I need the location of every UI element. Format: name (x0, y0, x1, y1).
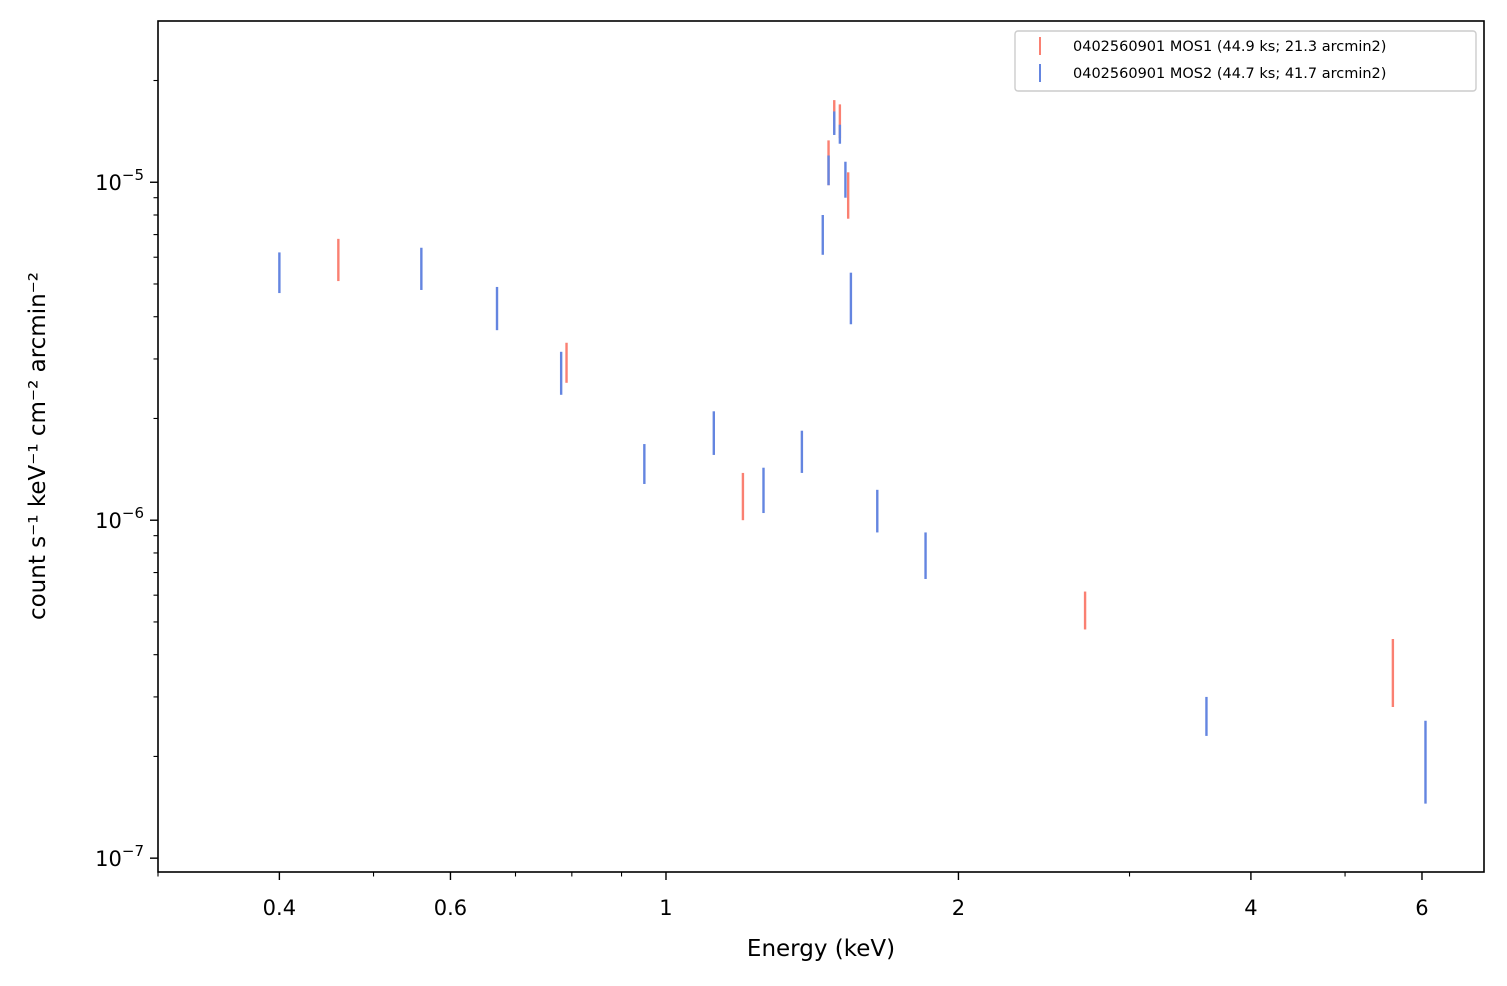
legend-box (1014, 30, 1477, 92)
x-axis-label: Energy (keV) (747, 936, 895, 962)
legend: 0402560901 MOS1 (44.9 ks; 21.3 arcmin2) … (1014, 30, 1477, 92)
x-tick-label: 0.6 (434, 896, 467, 920)
y-tick-label: 10−7 (95, 842, 144, 871)
legend-label-mos1: 0402560901 MOS1 (44.9 ks; 21.3 arcmin2) (1073, 39, 1386, 55)
x-tick-label: 1 (659, 896, 672, 920)
x-tick-label: 4 (1244, 896, 1257, 920)
y-tick-label: 10−5 (95, 166, 144, 195)
x-tick-label: 2 (952, 896, 965, 920)
y-tick-label: 10−6 (95, 504, 144, 533)
x-tick-label: 0.4 (263, 896, 296, 920)
plot-marks (278, 100, 1427, 804)
legend-label-mos2: 0402560901 MOS2 (44.7 ks; 41.7 arcmin2) (1073, 66, 1386, 82)
plot-frame (157, 20, 1485, 873)
x-axis-ticks: 0.4 0.6 1 2 4 6 (157, 872, 1429, 920)
y-axis-label: count s⁻¹ keV⁻¹ cm⁻² arcmin⁻² (25, 272, 51, 620)
x-tick-label: 6 (1415, 896, 1428, 920)
